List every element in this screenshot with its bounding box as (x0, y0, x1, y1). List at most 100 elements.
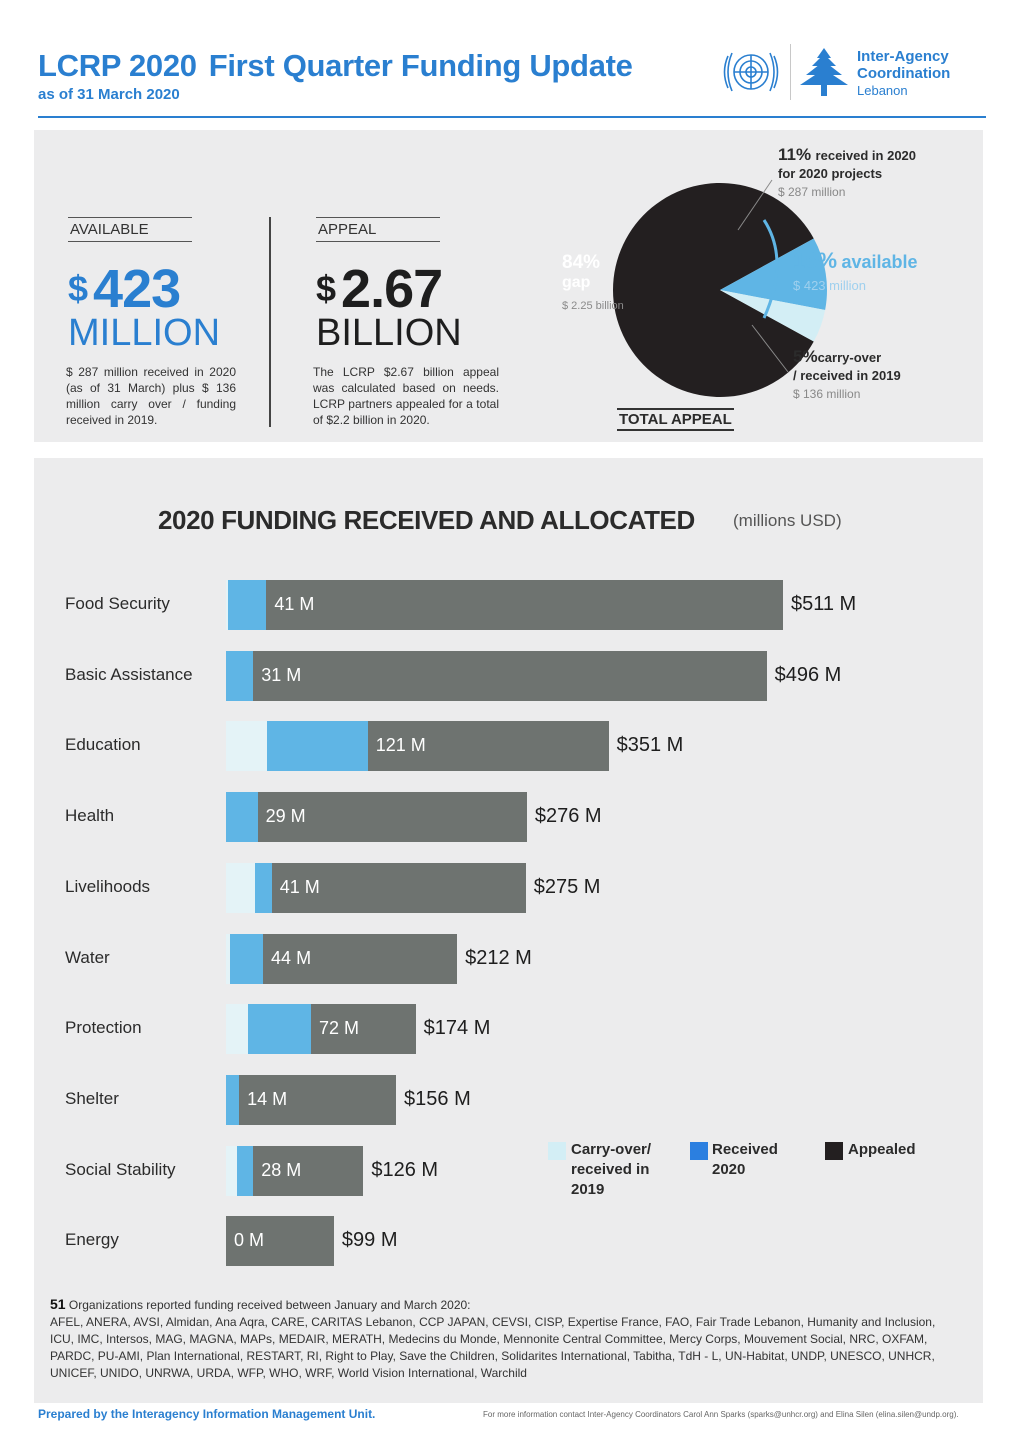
category-label-education: Education (65, 735, 141, 755)
logo-text-line-3: Lebanon (857, 83, 908, 98)
appeal-value-label-education: $351 M (616, 734, 684, 757)
appeal-value-label-water: $212 M (465, 946, 532, 969)
footer-contact: For more information contact Inter-Agenc… (483, 1410, 959, 1419)
appeal-value: $2.67 (316, 259, 443, 319)
category-label-energy: Energy (65, 1230, 119, 1250)
received-value-label-shelter: 14 M (247, 1088, 288, 1109)
organizations-list: AFEL, ANERA, AVSI, Almidan, Ana Aqra, CA… (50, 1315, 936, 1380)
pie-received-label: 11% received in 2020 for 2020 projects $… (778, 146, 916, 201)
carry-label-2: / received in 2019 (793, 368, 901, 383)
legend-swatch-received (690, 1142, 708, 1160)
bar-appealed-water (226, 933, 458, 984)
bar-carry-over-water (226, 933, 231, 984)
received-value-label-education: 121 M (375, 735, 426, 756)
appeal-note: The LCRP $2.67 billion appeal was calcul… (313, 365, 499, 427)
carry-label-1: carry-over (817, 350, 882, 365)
appeal-kicker: APPEAL (316, 217, 440, 242)
category-label-water: Water (65, 947, 110, 967)
logo-text-line-2: Coordination (857, 65, 951, 82)
received-label-1: received in 2020 (815, 148, 917, 163)
available-label: available (841, 252, 918, 272)
appeal-block: APPEAL (316, 217, 440, 242)
appeal-currency: $ (316, 268, 336, 309)
bar-carry-over-food-security (226, 580, 229, 630)
category-label-basic-assistance: Basic Assistance (65, 664, 193, 684)
legend-swatch-carry-over (548, 1142, 566, 1160)
organizations-count: 51 (50, 1296, 66, 1312)
appeal-value-label-health: $276 M (534, 805, 602, 828)
received-value-label-water: 44 M (271, 947, 312, 968)
available-value: $423 (68, 259, 181, 319)
legend-label-carry-over: Carry-over/ received in 2019 (571, 1140, 651, 1200)
bar-received-water (230, 933, 264, 984)
pie-available-label: 16% available $ 423 million (793, 250, 918, 297)
bar-carry-over-protection (226, 1004, 248, 1055)
appeal-value-label-basic-assistance: $496 M (774, 663, 842, 686)
available-currency: $ (68, 268, 88, 309)
category-label-livelihoods: Livelihoods (65, 876, 151, 896)
gap-amount: $ 2.25 billion (562, 300, 624, 312)
category-label-food-security: Food Security (65, 594, 170, 613)
available-note: $ 287 million received in 2020 (as of 31… (66, 365, 236, 427)
available-block: AVAILABLE (68, 217, 192, 242)
logo-text-line-1: Inter-Agency (857, 48, 949, 65)
appeal-value-label-energy: $99 M (341, 1229, 398, 1252)
organizations-intro: Organizations reported funding received … (68, 1298, 471, 1312)
bar-appealed-energy (226, 1216, 334, 1267)
gap-percent: 84% (562, 252, 601, 273)
received-label-2: for 2020 projects (778, 166, 883, 181)
received-amount: $ 287 million (778, 185, 846, 199)
received-value-label-basic-assistance: 31 M (261, 664, 302, 685)
appeal-value-label-social-stability: $126 M (371, 1158, 439, 1181)
category-label-health: Health (65, 806, 115, 826)
page-title: LCRP 2020 First Quarter Funding Update (38, 48, 633, 84)
bar-received-protection (247, 1004, 312, 1055)
total-appeal-pie (613, 179, 827, 397)
chart-subtitle: (millions USD) (733, 511, 842, 530)
bar-appealed-shelter (226, 1074, 397, 1125)
legend-label-appealed: Appealed (848, 1140, 916, 1160)
un-emblem-icon (723, 52, 779, 92)
carry-percent: 5% (793, 347, 818, 366)
available-number: 423 (93, 259, 181, 319)
category-label-protection: Protection (65, 1018, 142, 1038)
title-part-2: First Quarter Funding Update (208, 48, 633, 83)
pie-slice-received (720, 238, 827, 311)
pie-gap-label: 84% gap $ 2.25 billion (562, 252, 624, 312)
bar-appealed-livelihoods (226, 862, 526, 913)
bar-appealed-basic-assistance (226, 650, 767, 701)
pie-slice-carry (720, 290, 826, 342)
legend-carry-line-1: Carry-over/ (571, 1141, 652, 1158)
cedar-tree-icon (800, 48, 848, 96)
summary-divider (269, 217, 271, 427)
bar-received-food-security (228, 580, 267, 630)
received-value-label-protection: 72 M (319, 1018, 360, 1039)
received-value-label-energy: 0 M (234, 1230, 265, 1251)
category-label-social-stability: Social Stability (65, 1159, 176, 1179)
received-value-label-social-stability: 28 M (261, 1159, 302, 1180)
available-kicker: AVAILABLE (68, 217, 192, 242)
bar-carry-over-education (226, 721, 268, 772)
bar-received-shelter (226, 1074, 240, 1125)
legend-label-received: Received 2020 (712, 1140, 778, 1180)
bar-appealed-food-security (226, 580, 783, 630)
available-bracket (762, 219, 779, 319)
pie-caption: TOTAL APPEAL (617, 408, 734, 431)
pie-slice-gap (613, 182, 814, 397)
bar-received-health (226, 792, 258, 843)
received-value-label-food-security: 41 M (274, 594, 315, 614)
appeal-value-label-protection: $174 M (423, 1017, 491, 1040)
appeal-unit: BILLION (316, 312, 462, 354)
legend-swatch-appealed (825, 1142, 843, 1160)
received-percent: 11% (778, 145, 812, 164)
received-leader-line (737, 179, 773, 231)
legend-carry-line-3: 2019 (571, 1181, 605, 1198)
appeal-value-label-shelter: $156 M (404, 1087, 471, 1110)
chart-title: 2020 FUNDING RECEIVED AND ALLOCATED (158, 505, 695, 535)
received-value-label-livelihoods: 41 M (279, 876, 320, 897)
available-unit: MILLION (68, 312, 221, 354)
legend-received-line-2: 2020 (712, 1161, 746, 1178)
bar-received-social-stability (236, 1145, 254, 1196)
gap-label: gap (562, 274, 591, 291)
appeal-number: 2.67 (341, 259, 443, 319)
